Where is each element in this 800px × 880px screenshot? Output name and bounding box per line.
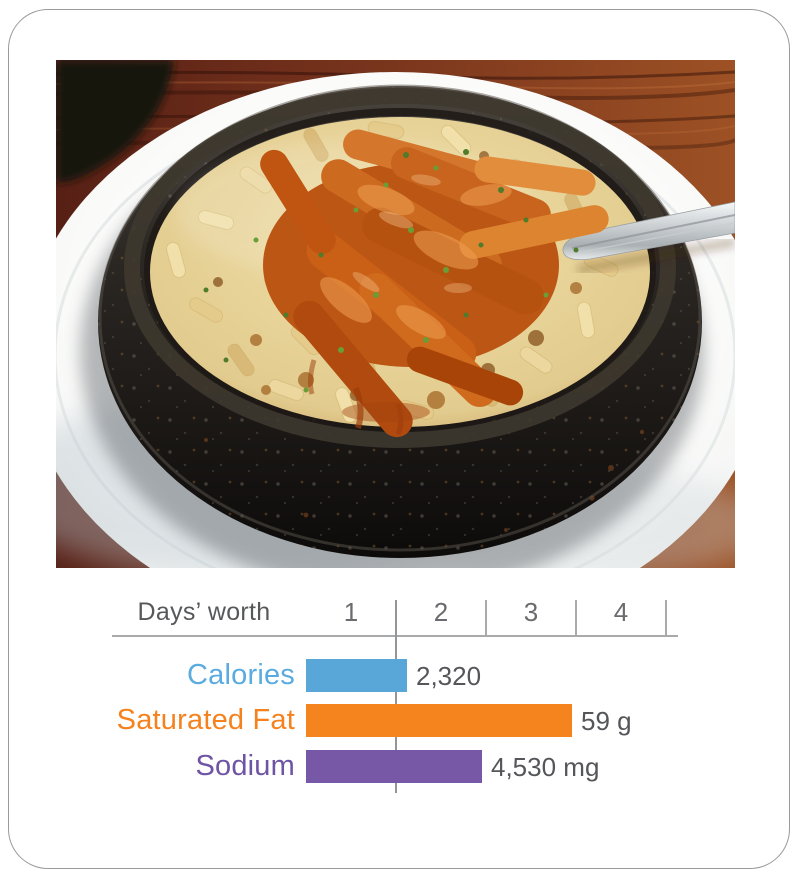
parsley-flakes bbox=[203, 149, 579, 393]
dish-photo-illustration bbox=[56, 60, 735, 568]
axis-tick-mark bbox=[665, 600, 667, 636]
axis-tick-label-1: 1 bbox=[343, 597, 359, 627]
axis-tick-mark bbox=[485, 600, 487, 636]
axis-tick-label-2: 2 bbox=[433, 597, 449, 627]
bar-saturated-fat bbox=[306, 704, 572, 737]
dish-photo bbox=[56, 60, 735, 568]
chart-axis-title: Days’ worth bbox=[137, 598, 271, 626]
sauce-drips bbox=[307, 359, 404, 436]
category-label-calories: Calories bbox=[187, 659, 295, 691]
axis-tick-mark bbox=[575, 600, 577, 636]
category-label-saturated-fat: Saturated Fat bbox=[116, 704, 295, 736]
chart-row-sodium: Sodium 4,530 mg bbox=[0, 750, 800, 783]
axis-tick-label-4: 4 bbox=[613, 597, 629, 627]
buffalo-chicken bbox=[260, 129, 609, 438]
chart-row-saturated-fat: Saturated Fat 59 g bbox=[0, 704, 800, 737]
category-label-sodium: Sodium bbox=[195, 750, 295, 782]
dark-corner-object bbox=[56, 60, 174, 183]
value-label-sodium: 4,530 mg bbox=[491, 752, 600, 782]
bar-calories bbox=[306, 659, 407, 692]
axis-tick-label-3: 3 bbox=[523, 597, 539, 627]
chart-row-calories: Calories 2,320 bbox=[0, 659, 800, 692]
bar-sodium bbox=[306, 750, 483, 783]
spoon-handle bbox=[562, 201, 735, 275]
one-day-gridline bbox=[395, 600, 397, 793]
value-label-saturated-fat: 59 g bbox=[581, 706, 632, 736]
value-label-calories: 2,320 bbox=[416, 661, 482, 691]
